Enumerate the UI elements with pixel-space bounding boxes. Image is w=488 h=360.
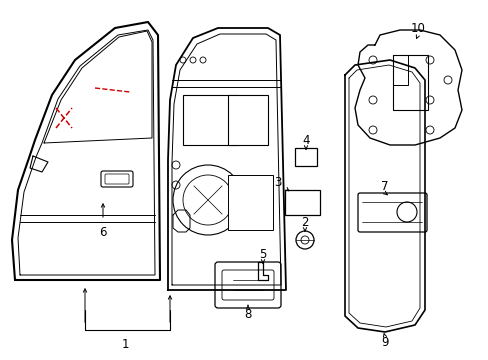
Bar (183, 95, 238, 145)
FancyBboxPatch shape (222, 270, 273, 300)
Text: 1: 1 (121, 338, 128, 351)
Text: 7: 7 (381, 180, 388, 194)
Bar (294, 148, 316, 166)
Text: 4: 4 (302, 134, 309, 147)
Text: 6: 6 (99, 225, 106, 238)
FancyBboxPatch shape (215, 262, 281, 308)
Text: 9: 9 (381, 337, 388, 350)
Text: 10: 10 (410, 22, 425, 35)
Text: 8: 8 (244, 309, 251, 321)
Text: 5: 5 (259, 248, 266, 261)
FancyBboxPatch shape (105, 174, 129, 184)
Bar (227, 95, 267, 145)
Bar (392, 55, 427, 110)
Bar (285, 190, 319, 215)
FancyBboxPatch shape (357, 193, 426, 232)
Text: 3: 3 (274, 176, 281, 189)
Text: 2: 2 (301, 216, 308, 229)
FancyBboxPatch shape (101, 171, 133, 187)
Bar (227, 175, 272, 230)
